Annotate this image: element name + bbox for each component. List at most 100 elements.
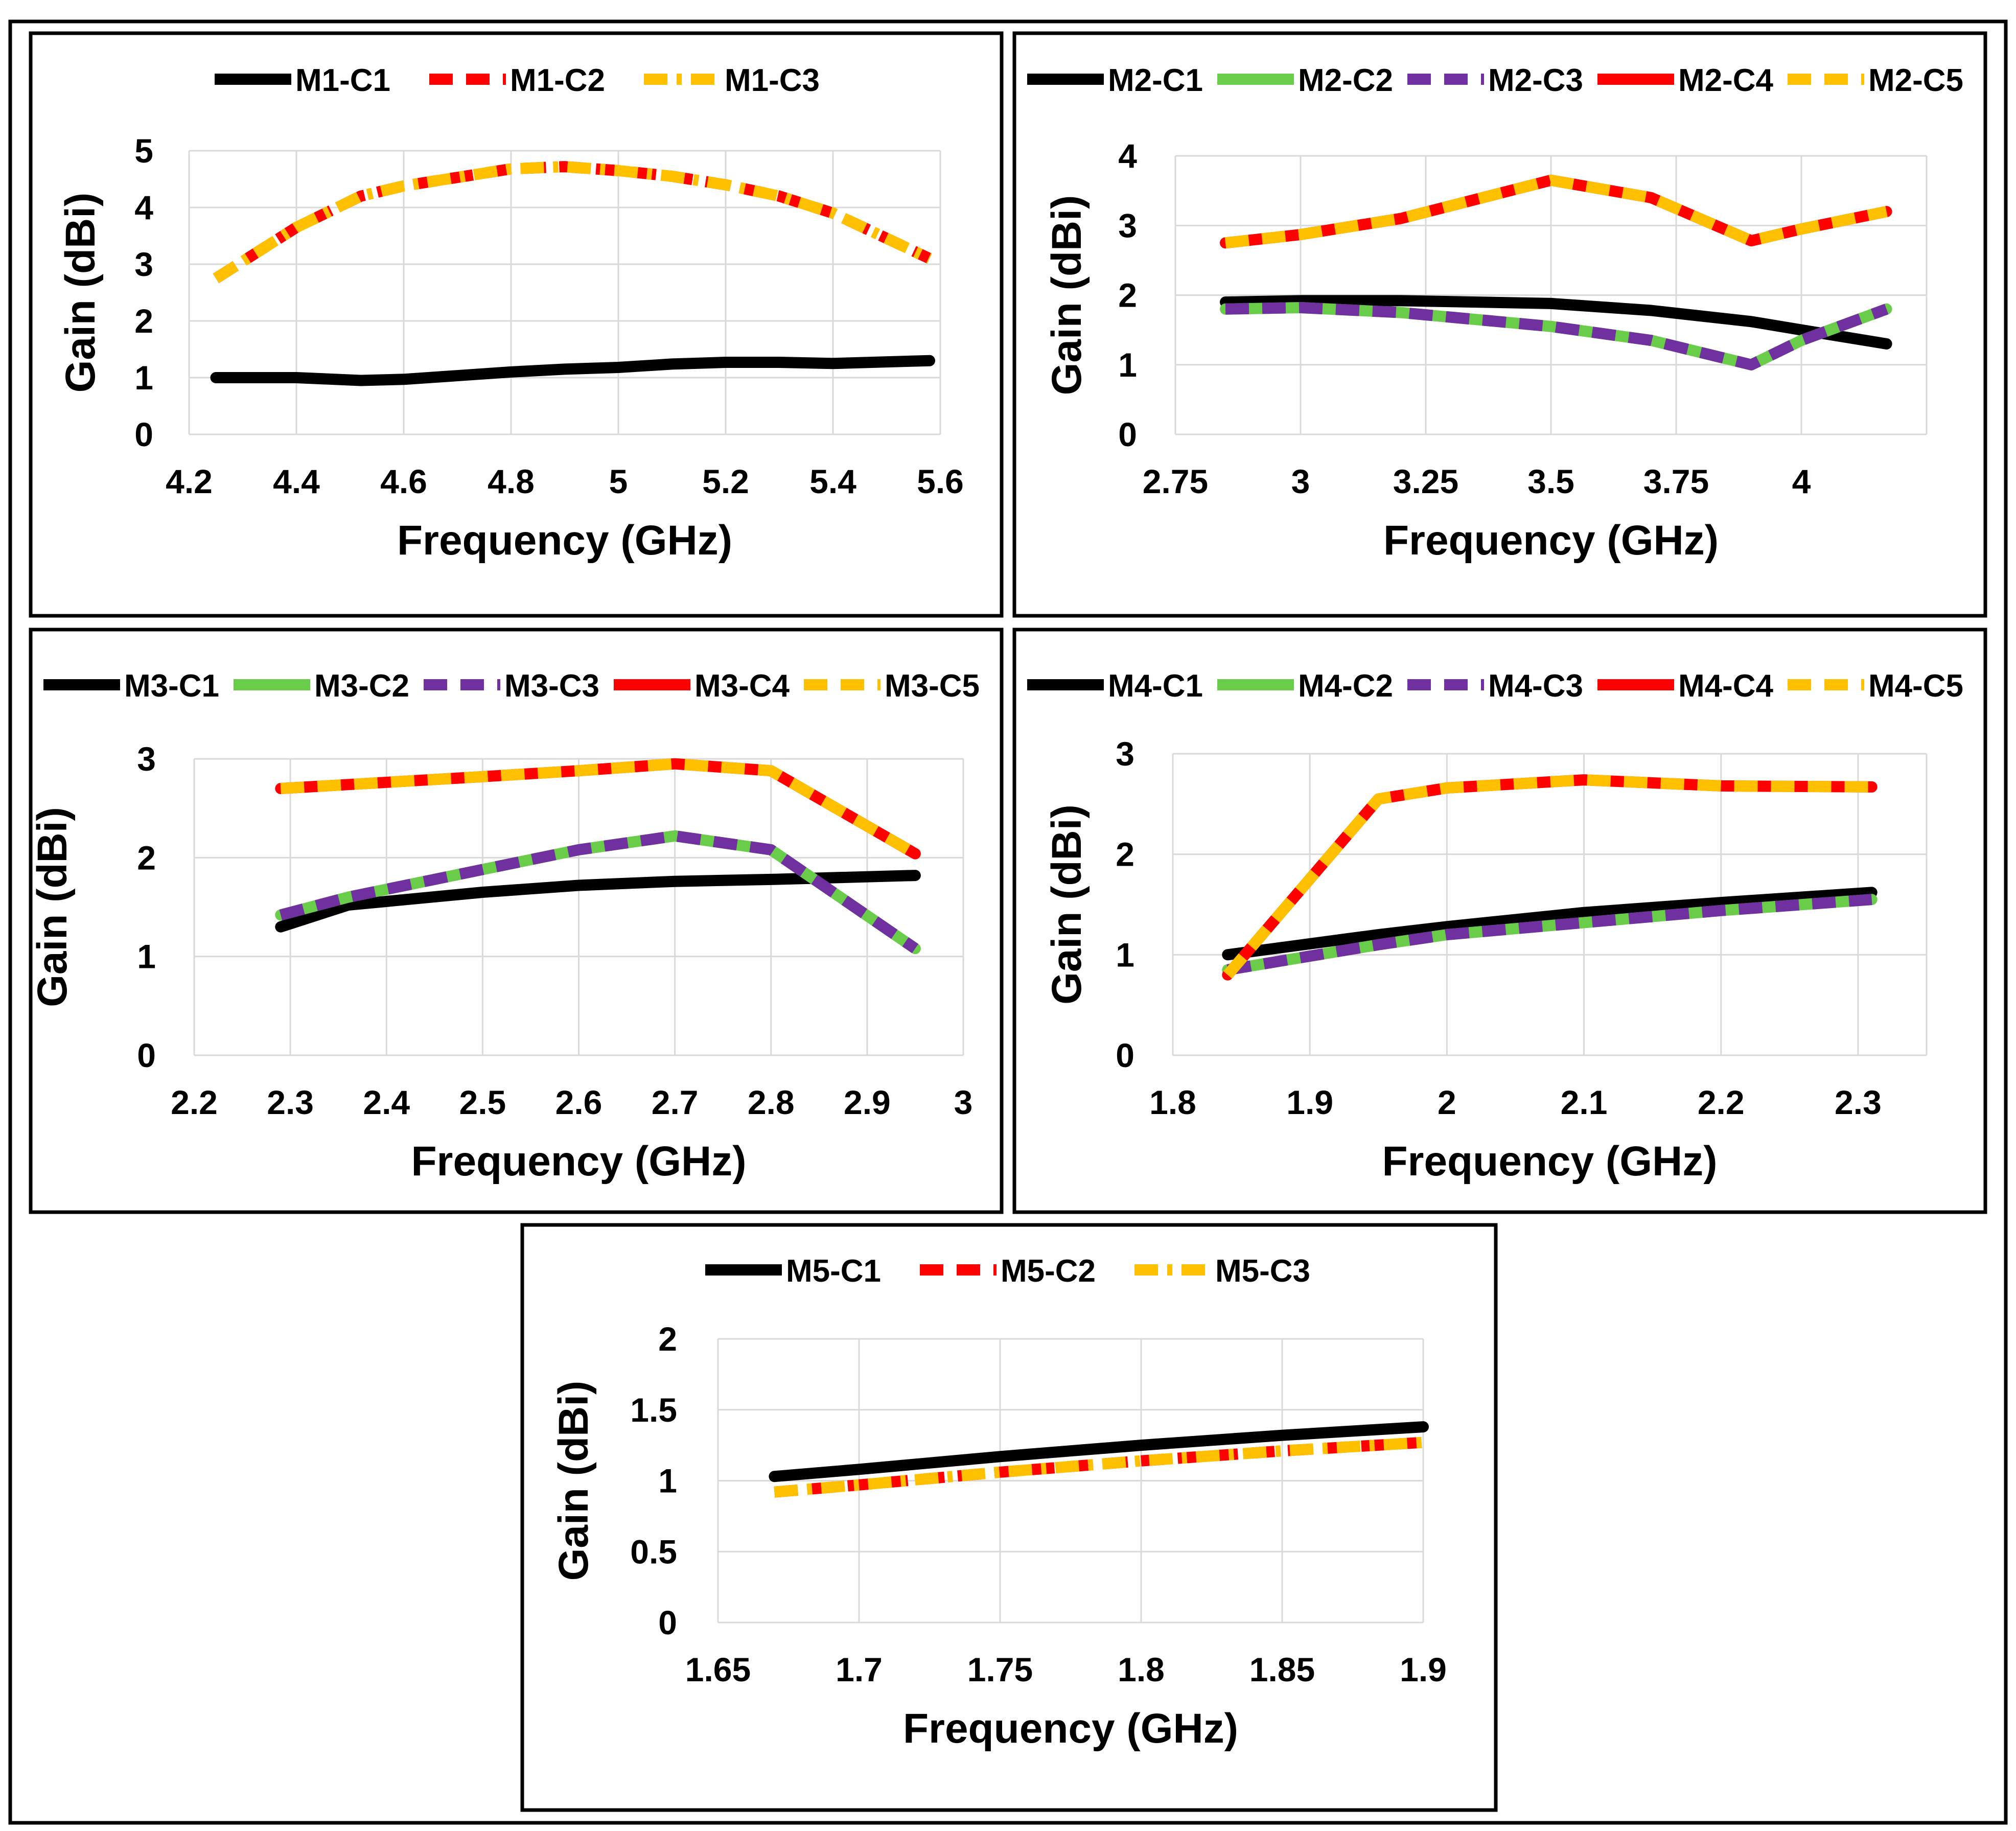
- legend-label: M2-C5: [1868, 63, 1963, 98]
- series-line-m2-c4: [1220, 174, 1892, 249]
- panel-frame: [1012, 31, 1987, 618]
- x-tick-label: 2.75: [1143, 462, 1208, 500]
- legend-label: M3-C4: [694, 668, 790, 704]
- series-line-m5-c3: [774, 1436, 1424, 1498]
- legend-label: M4-C3: [1488, 668, 1583, 704]
- legend-label: M4-C5: [1868, 668, 1963, 704]
- series-line-m1-c1: [210, 355, 935, 386]
- chart-panel-4: 1.8 1.9 2 2.1 2.2 2.3 0 1 2 3 Frequency (GHz) Gain …: [1012, 628, 1987, 1214]
- x-tick-label: 2.3: [267, 1083, 314, 1121]
- y-tick-label: 2: [1116, 836, 1134, 873]
- x-tick-label: 2.2: [1698, 1083, 1745, 1121]
- series-line-m2-c5: [1224, 174, 1888, 249]
- y-tick-label: 1.5: [630, 1391, 677, 1429]
- panel-frame: [29, 628, 1004, 1214]
- y-tick-label: 4: [134, 189, 153, 226]
- x-tick-label: 2.4: [363, 1083, 410, 1121]
- y-tick-label: 0: [1116, 1036, 1134, 1074]
- x-tick-label: 1.9: [1400, 1651, 1447, 1688]
- series-line-m3-c3: [279, 830, 919, 954]
- x-tick-label: 2.3: [1835, 1083, 1882, 1121]
- series-line-m1-c2: [213, 161, 932, 284]
- x-tick-label: 2.7: [652, 1083, 699, 1121]
- y-tick-label: 2: [1118, 276, 1137, 314]
- x-tick-label: 2.2: [171, 1083, 218, 1121]
- x-tick-label: 1.8: [1149, 1083, 1196, 1121]
- x-tick-label: 4.8: [488, 462, 535, 500]
- legend-label: M3-C1: [124, 668, 219, 704]
- series-line-m2-c2: [1220, 302, 1892, 370]
- legend-label: M4-C4: [1678, 668, 1774, 704]
- y-tick-label: 1: [658, 1462, 677, 1500]
- legend-label: M5-C2: [1001, 1254, 1096, 1289]
- series-line-m3-c5: [280, 758, 918, 859]
- x-tick-label: 3: [954, 1083, 973, 1121]
- x-axis-label: Frequency (GHz): [397, 517, 732, 564]
- x-axis-label: Frequency (GHz): [1382, 1138, 1717, 1185]
- y-tick-label: 2: [658, 1320, 677, 1358]
- legend-label: M2-C4: [1678, 63, 1774, 98]
- legend-label: M5-C3: [1215, 1254, 1310, 1289]
- legend-label: M4-C1: [1108, 668, 1203, 704]
- legend-label: M4-C2: [1298, 668, 1393, 704]
- y-axis-label: Gain (dBi): [57, 193, 104, 393]
- x-tick-label: 1.8: [1118, 1651, 1165, 1688]
- y-tick-label: 3: [1116, 735, 1134, 773]
- panel-frame: [1012, 628, 1987, 1214]
- y-tick-label: 2: [134, 302, 153, 340]
- y-tick-label: 1: [1118, 346, 1137, 384]
- y-axis-label: Gain (dBi): [1044, 195, 1090, 396]
- series-line-m4-c3: [1226, 894, 1872, 976]
- y-tick-label: 3: [134, 245, 153, 283]
- x-tick-label: 2: [1438, 1083, 1456, 1121]
- series-line-m4-c5: [1223, 774, 1872, 979]
- x-tick-label: 3.75: [1643, 462, 1709, 500]
- x-tick-label: 2.5: [459, 1083, 506, 1121]
- y-tick-label: 0: [137, 1036, 156, 1074]
- x-tick-label: 1.65: [685, 1651, 751, 1688]
- chart-panel-2: 2.75 3 3.25 3.5 3.75 4 0 1 2 3 4 Frequency (GHz) Gai…: [1012, 31, 1987, 618]
- y-tick-label: 3: [137, 740, 156, 778]
- x-axis-label: Frequency (GHz): [411, 1138, 746, 1185]
- y-tick-label: 2: [137, 839, 156, 876]
- series-line-m4-c1: [1222, 887, 1878, 961]
- chart-panel-1: 4.2 4.4 4.6 4.8 5 5.2 5.4 5.6 0 1 2 3 4 5 Frequency (G…: [29, 31, 1004, 618]
- x-tick-label: 2.8: [748, 1083, 795, 1121]
- x-tick-label: 3.25: [1393, 462, 1458, 500]
- panel-frame: [520, 1223, 1498, 1812]
- legend-label: M2-C2: [1298, 63, 1393, 98]
- y-axis-label: Gain (dBi): [1044, 804, 1090, 1005]
- y-tick-label: 1: [134, 359, 153, 397]
- y-tick-label: 0.5: [630, 1533, 677, 1570]
- outer-frame: [8, 19, 2008, 1825]
- y-tick-label: 0: [134, 415, 153, 453]
- series-line-m5-c1: [769, 1421, 1429, 1482]
- x-tick-label: 1.7: [836, 1651, 883, 1688]
- chart-panel-5: 1.65 1.7 1.75 1.8 1.85 1.9 0 0.5 1 1.5 2 Frequency …: [520, 1223, 1498, 1812]
- x-tick-label: 3: [1291, 462, 1310, 500]
- x-tick-label: 4.6: [380, 462, 427, 500]
- y-tick-label: 5: [134, 132, 153, 170]
- y-tick-label: 1: [1116, 936, 1134, 974]
- chart-panel-3: 2.2 2.3 2.4 2.5 2.6 2.7 2.8 2.9 3 0 1 2 3 Frequency (…: [29, 628, 1004, 1214]
- x-tick-label: 1.85: [1249, 1651, 1315, 1688]
- x-tick-label: 1.9: [1286, 1083, 1333, 1121]
- y-tick-label: 0: [658, 1604, 677, 1641]
- series-line-m1-c3: [213, 161, 932, 284]
- legend-label: M3-C3: [504, 668, 599, 704]
- legend-label: M1-C1: [295, 63, 390, 98]
- x-tick-label: 5.6: [917, 462, 964, 500]
- y-axis-label: Gain (dBi): [550, 1381, 597, 1581]
- x-tick-label: 5: [609, 462, 628, 500]
- x-tick-label: 2.9: [844, 1083, 891, 1121]
- legend-label: M5-C1: [786, 1254, 881, 1289]
- y-tick-label: 0: [1118, 415, 1137, 453]
- series-line-m2-c1: [1220, 295, 1892, 350]
- panel-frame: [29, 31, 1004, 618]
- x-axis-label: Frequency (GHz): [1383, 517, 1719, 564]
- legend-label: M1-C2: [510, 63, 605, 98]
- y-tick-label: 1: [137, 938, 156, 976]
- x-tick-label: 5.4: [809, 462, 856, 500]
- y-axis-label: Gain (dBi): [29, 807, 76, 1007]
